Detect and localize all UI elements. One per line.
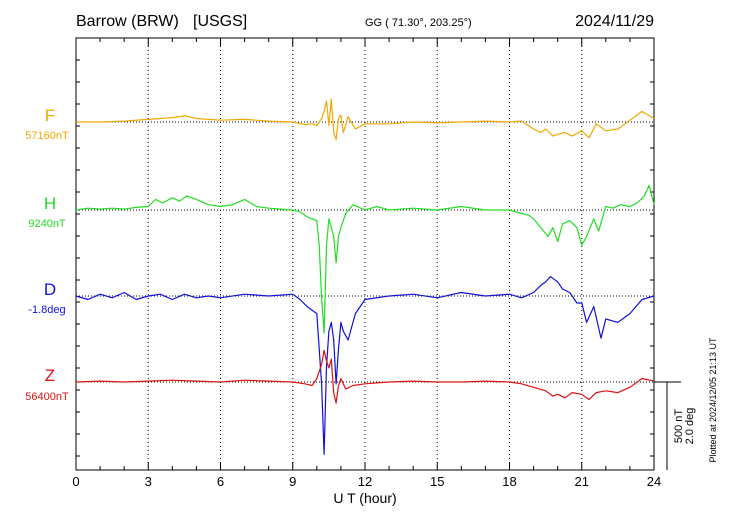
scale-bar-deg-label: 2.0 deg [684, 408, 696, 445]
series-baseline-label-Z: 56400nT [25, 391, 69, 403]
scale-bar-nt-label: 500 nT [673, 409, 685, 444]
series-name-Z: Z [45, 366, 55, 385]
series-name-F: F [45, 106, 55, 125]
x-tick-label: 9 [289, 474, 296, 489]
series-line-F [76, 98, 655, 141]
x-tick-label: 6 [217, 474, 224, 489]
coords-label: GG ( 71.30°, 203.25°) [365, 17, 472, 29]
axis-ticks [75, 38, 655, 470]
x-tick-label: 0 [72, 474, 79, 489]
series-name-H: H [44, 194, 56, 213]
series-baseline-label-H: 9240nT [28, 218, 66, 230]
x-axis-label: U T (hour) [333, 490, 396, 506]
source-label: [USGS] [193, 13, 247, 30]
x-tick-label: 21 [575, 474, 589, 489]
scale-bar: 500 nT 2.0 deg [654, 381, 696, 470]
date-label: 2024/11/29 [575, 13, 654, 30]
x-tick-label: 24 [647, 474, 661, 489]
series-lines [75, 98, 655, 455]
series-labels: F 57160nT H 9240nT D -1.8deg Z 56400nT [25, 106, 69, 403]
station-title: Barrow (BRW) [76, 13, 179, 30]
x-tick-label: 15 [430, 474, 444, 489]
series-baseline-label-D: -1.8deg [28, 304, 65, 316]
series-baseline-label-F: 57160nT [25, 130, 69, 142]
x-tick-label: 3 [145, 474, 152, 489]
x-tick-label: 12 [358, 474, 372, 489]
series-line-Z [75, 349, 655, 404]
series-line-D [75, 276, 655, 455]
plotted-timestamp: Plotted at 2024/12/05 21:13 UT [708, 337, 718, 463]
series-line-H [75, 184, 655, 334]
x-tick-label: 18 [502, 474, 516, 489]
grid-lines [147, 38, 583, 470]
x-tick-labels: 0 3 6 9 12 15 18 21 24 [72, 474, 661, 489]
series-name-D: D [44, 280, 56, 299]
